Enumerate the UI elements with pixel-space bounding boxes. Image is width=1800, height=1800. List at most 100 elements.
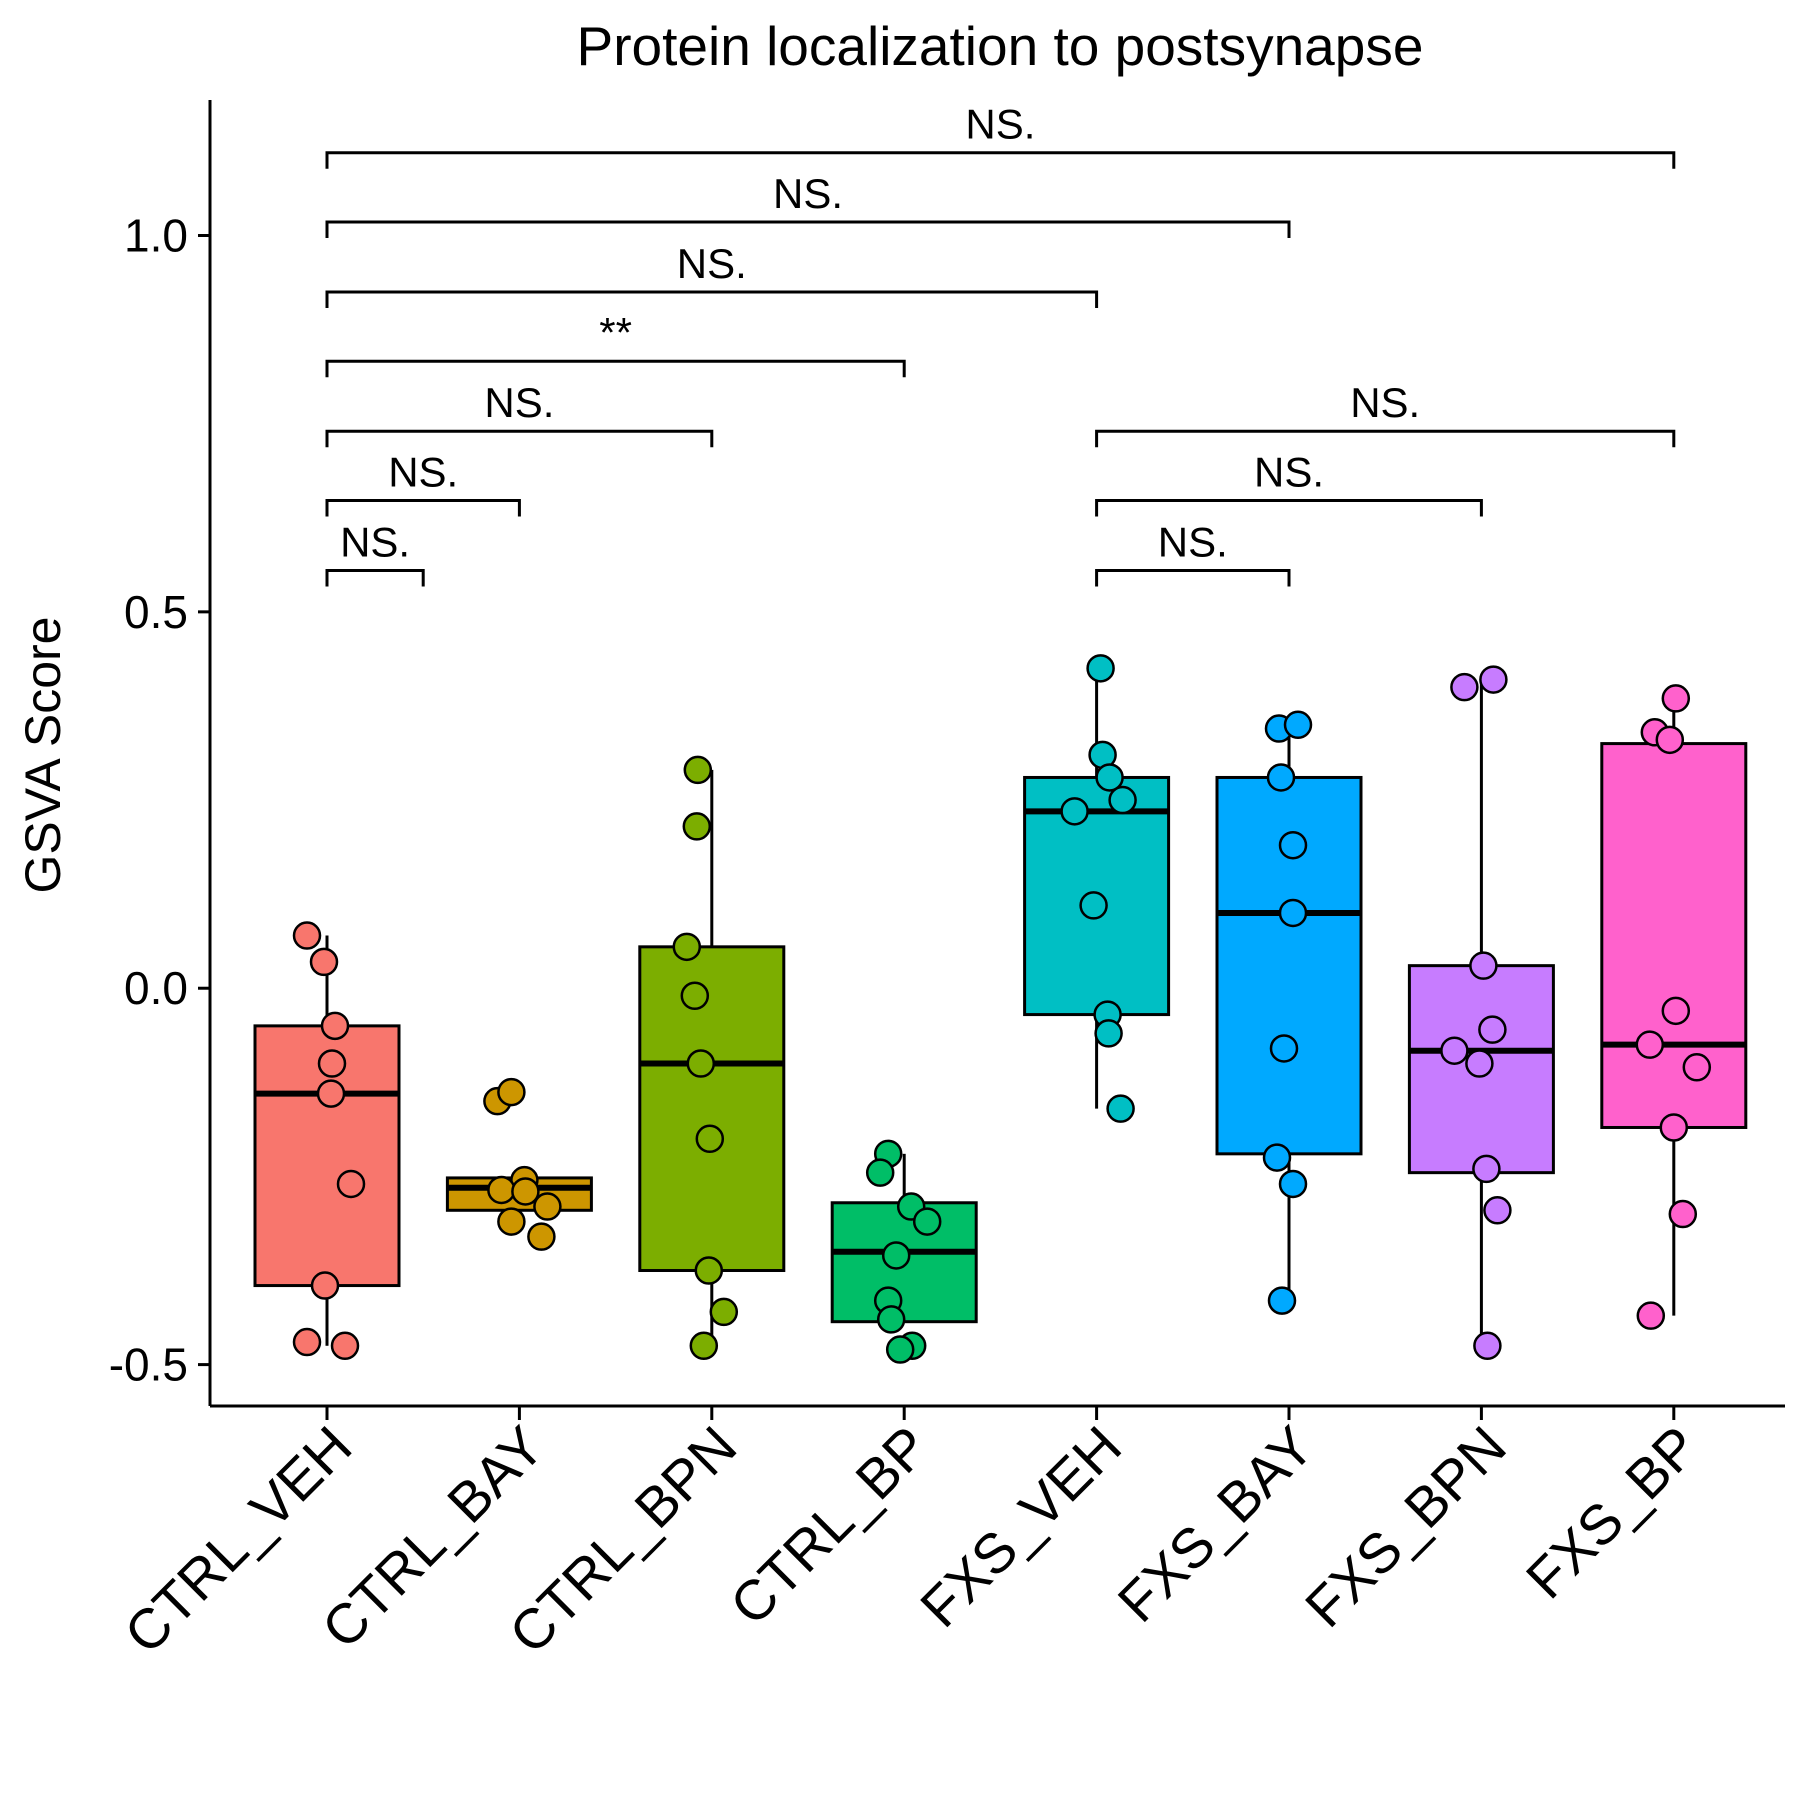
bracket-line bbox=[1095, 568, 1291, 587]
data-point bbox=[1465, 1049, 1494, 1078]
data-point bbox=[317, 1049, 347, 1078]
y-tick-label: 0.0 bbox=[124, 962, 188, 1014]
data-point bbox=[1668, 1199, 1698, 1229]
bracket-line bbox=[325, 220, 1291, 238]
significance-label: NS. bbox=[388, 448, 458, 495]
significance-bracket: NS. bbox=[325, 101, 1676, 169]
data-point bbox=[497, 1207, 526, 1236]
data-point bbox=[1095, 763, 1124, 792]
data-point bbox=[881, 1241, 911, 1270]
data-point bbox=[292, 921, 322, 950]
data-point bbox=[497, 1077, 526, 1107]
significance-label: NS. bbox=[484, 379, 554, 426]
data-point bbox=[1472, 1154, 1501, 1184]
data-point bbox=[682, 812, 712, 841]
data-point bbox=[1478, 1015, 1507, 1044]
data-point bbox=[672, 932, 702, 962]
data-point bbox=[320, 1011, 350, 1041]
data-point bbox=[309, 947, 339, 977]
data-point bbox=[1469, 951, 1498, 980]
y-tick-label: 1.0 bbox=[124, 209, 188, 261]
data-point bbox=[336, 1169, 366, 1199]
significance-label: NS. bbox=[1254, 448, 1324, 495]
data-point bbox=[1060, 797, 1089, 826]
points-CTRL_BAY bbox=[483, 1077, 562, 1251]
points-FXS_BP bbox=[1635, 684, 1712, 1330]
significance-label: ** bbox=[599, 309, 632, 356]
data-point bbox=[1079, 891, 1108, 920]
data-point bbox=[1278, 1169, 1308, 1199]
significance-bracket: NS. bbox=[1095, 448, 1483, 517]
significance-label: NS. bbox=[1350, 379, 1420, 426]
significance-label: NS. bbox=[677, 240, 747, 287]
x-tick-label: FXS_BAY bbox=[1106, 1414, 1326, 1634]
data-point bbox=[330, 1331, 360, 1361]
bracket-line bbox=[325, 151, 1676, 169]
data-point bbox=[1473, 1331, 1502, 1361]
significance-bracket: NS. bbox=[1095, 379, 1676, 448]
data-point bbox=[292, 1327, 322, 1357]
data-point bbox=[1440, 1036, 1469, 1065]
data-point bbox=[1278, 830, 1308, 860]
points-FXS_VEH bbox=[1060, 654, 1137, 1123]
points-FXS_BAY bbox=[1262, 710, 1313, 1315]
bracket-line bbox=[325, 359, 906, 378]
chart-title: Protein localization to postsynapse bbox=[577, 15, 1424, 77]
data-point bbox=[1479, 665, 1508, 694]
significance-bracket: NS. bbox=[1095, 518, 1291, 587]
data-point bbox=[709, 1297, 739, 1327]
data-point bbox=[1094, 1019, 1123, 1048]
y-axis-label: GSVA Score bbox=[15, 617, 71, 894]
data-point bbox=[1661, 684, 1691, 713]
data-point bbox=[1266, 763, 1296, 792]
bracket-line bbox=[1095, 429, 1676, 448]
significance-bracket: NS. bbox=[325, 379, 714, 448]
data-point bbox=[1262, 1143, 1292, 1172]
data-point bbox=[1106, 1094, 1135, 1123]
data-point bbox=[680, 981, 710, 1011]
data-point bbox=[316, 1079, 346, 1108]
data-point bbox=[1661, 996, 1691, 1026]
data-point bbox=[1450, 672, 1479, 702]
data-point bbox=[1635, 1030, 1665, 1059]
box-iqr bbox=[638, 945, 786, 1273]
points-FXS_BPN bbox=[1440, 665, 1512, 1361]
box-FXS_BAY bbox=[1215, 724, 1363, 1301]
significance-label: NS. bbox=[340, 518, 410, 565]
x-tick-label: FXS_BPN bbox=[1293, 1414, 1518, 1639]
bracket-line bbox=[325, 290, 1099, 308]
significance-bracket: ** bbox=[325, 309, 906, 378]
bracket-line bbox=[1095, 498, 1483, 517]
significance-bracket: NS. bbox=[325, 170, 1291, 238]
box-FXS_VEH bbox=[1023, 668, 1171, 1109]
points-CTRL_VEH bbox=[292, 921, 366, 1361]
data-point bbox=[885, 1335, 915, 1364]
box-FXS_BPN bbox=[1407, 679, 1555, 1346]
data-point bbox=[683, 755, 713, 785]
significance-bracket: NS. bbox=[325, 518, 425, 587]
bracket-line bbox=[325, 498, 521, 517]
y-tick-label: -0.5 bbox=[109, 1339, 188, 1391]
box-FXS_BP bbox=[1600, 698, 1748, 1316]
data-point bbox=[686, 1049, 716, 1078]
data-point bbox=[876, 1305, 906, 1334]
data-point bbox=[694, 1256, 724, 1285]
data-point bbox=[1278, 898, 1308, 928]
x-tick-label: CTRL_BP bbox=[718, 1414, 941, 1637]
data-point bbox=[1086, 654, 1115, 683]
data-point bbox=[1267, 1286, 1297, 1315]
data-point bbox=[533, 1192, 562, 1221]
significance-bracket: NS. bbox=[325, 240, 1099, 308]
significance-label: NS. bbox=[965, 101, 1035, 148]
data-point bbox=[1636, 1301, 1666, 1330]
box-CTRL_BP bbox=[830, 1153, 978, 1324]
y-tick-label: 0.5 bbox=[124, 586, 188, 638]
bracket-line bbox=[325, 568, 425, 587]
data-point bbox=[865, 1158, 895, 1187]
data-point bbox=[1269, 1034, 1299, 1063]
plot-area: NS. NS. NS. ** NS. NS. NS. NS. NS. NS. bbox=[253, 101, 1748, 1364]
data-point bbox=[1483, 1196, 1512, 1225]
box-iqr bbox=[1600, 742, 1748, 1129]
data-point bbox=[1659, 1113, 1689, 1142]
